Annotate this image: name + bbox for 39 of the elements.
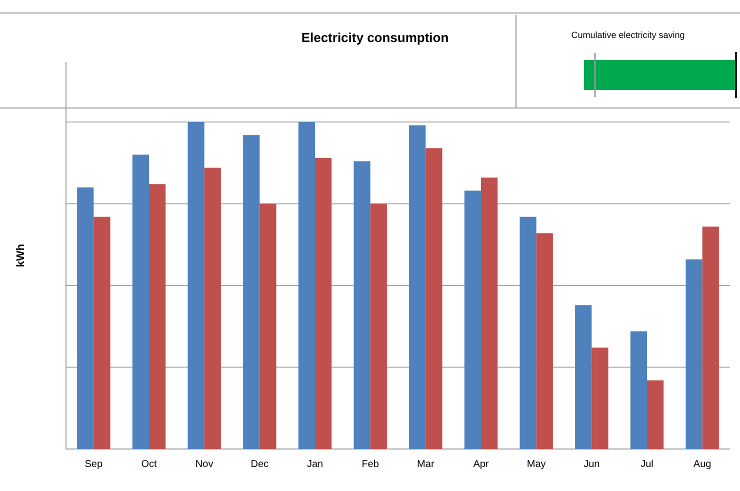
chart-title: Electricity consumption	[301, 30, 449, 45]
bar	[94, 216, 110, 449]
bar	[686, 259, 702, 449]
bar	[149, 184, 166, 449]
text: Cumulative electricity saving	[571, 30, 685, 40]
x-tick-label: Jan	[306, 459, 324, 470]
bar	[481, 178, 498, 449]
bar	[426, 148, 442, 449]
x-tick-label: Oct	[141, 459, 157, 470]
bar	[260, 204, 276, 449]
bar	[370, 204, 387, 449]
bar	[592, 348, 608, 449]
x-tick-label: Sep	[84, 459, 103, 470]
x-tick-label: Jul	[640, 459, 654, 470]
x-tick-label: Mar	[417, 459, 435, 470]
bar	[188, 122, 204, 449]
x-tick-label: Dec	[250, 459, 269, 470]
x-tick-label: Aug	[693, 459, 712, 470]
bar	[77, 187, 94, 449]
bar	[630, 331, 647, 449]
bar	[702, 226, 719, 449]
bar	[298, 122, 315, 449]
bar	[520, 216, 536, 449]
bar	[132, 154, 149, 449]
bar	[243, 135, 260, 449]
bar	[204, 168, 221, 449]
x-tick-label: Jun	[584, 459, 600, 470]
x-tick-label: May	[526, 459, 546, 470]
bar	[464, 190, 481, 449]
y-axis-title: kWh	[15, 244, 27, 268]
x-tick-label: Feb	[362, 459, 380, 470]
x-tick-label: Nov	[195, 459, 214, 470]
x-tick-label: Apr	[473, 459, 490, 470]
bar	[354, 161, 370, 449]
bar	[575, 305, 592, 449]
bar	[647, 380, 664, 449]
bar	[536, 233, 553, 449]
bar	[409, 125, 426, 449]
bar	[315, 158, 332, 449]
